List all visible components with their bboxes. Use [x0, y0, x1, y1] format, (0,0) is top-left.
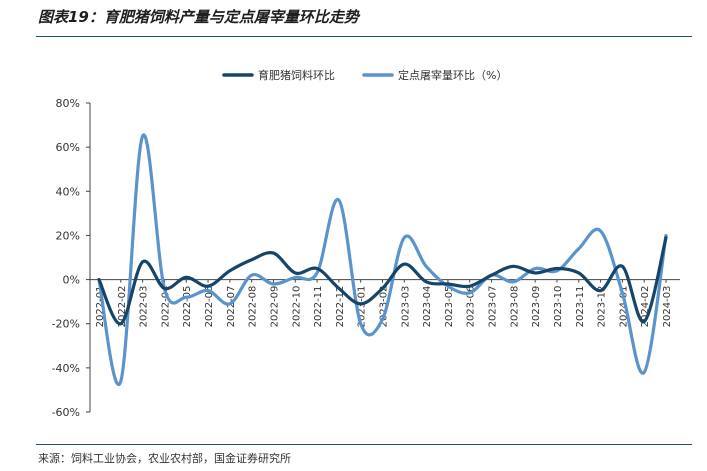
x-tick-label: 2024-02 — [640, 286, 651, 328]
x-tick-label: 2023-05 — [444, 286, 455, 328]
y-tick-label: 80% — [56, 97, 80, 110]
title-rule — [36, 36, 692, 37]
x-tick-label: 2022-03 — [139, 286, 150, 328]
x-tick-label: 2022-06 — [204, 286, 215, 328]
x-tick-label: 2023-02 — [379, 286, 390, 328]
series-lines — [97, 133, 668, 386]
series-line-1 — [97, 236, 668, 326]
x-tick-label: 2023-10 — [553, 286, 564, 328]
x-tick-label: 2022-07 — [226, 286, 237, 328]
x-tick-label: 2024-03 — [662, 286, 673, 328]
figure-title: 图表19：育肥猪饲料产量与定点屠宰量环比走势 — [38, 8, 359, 26]
x-tick-label: 2023-09 — [531, 286, 542, 328]
legend-label-series-1: 育肥猪饲料环比 — [258, 68, 335, 82]
x-tick-label: 2022-12 — [335, 286, 346, 328]
y-tick-label: -60% — [52, 406, 80, 419]
y-tick-label: -20% — [52, 318, 80, 331]
x-tick-label: 2022-05 — [182, 286, 193, 328]
x-tick-label: 2023-12 — [597, 286, 608, 328]
x-tick-label: 2024-01 — [618, 286, 629, 328]
legend-label-series-2: 定点屠宰量环比（%） — [398, 68, 507, 82]
y-tick-label: -40% — [52, 362, 80, 375]
y-tick-label: 60% — [56, 141, 80, 154]
x-tick-label: 2022-09 — [269, 286, 280, 328]
x-tick-label: 2023-07 — [488, 286, 499, 328]
x-tick-label: 2023-06 — [466, 286, 477, 328]
axes: 80% 60% 40% 20% 0% -20% -40% -60% 2022-01 2022-02… — [52, 97, 680, 419]
x-tick-label: 2022-10 — [291, 286, 302, 328]
y-tick-label: 20% — [56, 229, 80, 242]
x-tick-label: 2022-04 — [160, 286, 171, 328]
x-tick-label: 2023-04 — [422, 286, 433, 328]
x-tick-label: 2023-03 — [400, 286, 411, 328]
series-line-2 — [97, 133, 668, 386]
chart-legend: 育肥猪饲料环比 定点屠宰量环比（%） — [222, 68, 507, 82]
x-tick-label: 2022-02 — [117, 286, 128, 328]
y-tick-label: 0% — [63, 274, 80, 287]
y-tick-label: 40% — [56, 185, 80, 198]
x-tick-label: 2022-11 — [313, 286, 324, 328]
x-tick-label: 2023-11 — [575, 286, 586, 328]
x-tick-label: 2023-01 — [357, 286, 368, 328]
x-tick-label: 2023-08 — [509, 286, 520, 328]
source-rule — [36, 444, 692, 445]
source-note: 来源：饲料工业协会，农业农村部，国金证券研究所 — [38, 452, 291, 465]
x-tick-label: 2022-08 — [248, 286, 259, 328]
x-tick-label: 2022-01 — [95, 286, 106, 328]
